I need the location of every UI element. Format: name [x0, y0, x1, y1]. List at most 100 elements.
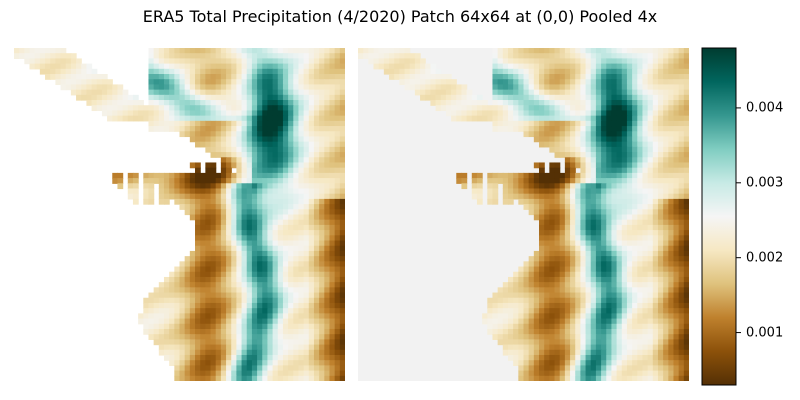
- heatmap-cell: [595, 178, 602, 184]
- heatmap-cell: [673, 360, 680, 366]
- heatmap-cell: [339, 219, 345, 226]
- heatmap-cell: [451, 115, 457, 122]
- heatmap-cell: [205, 292, 212, 299]
- heatmap-cell: [668, 89, 675, 96]
- heatmap-cell: [282, 266, 289, 273]
- heatmap-cell: [267, 344, 274, 351]
- heatmap-cell: [50, 53, 56, 59]
- heatmap-cell: [492, 323, 499, 330]
- heatmap-cell: [595, 89, 602, 96]
- heatmap-cell: [554, 100, 561, 106]
- heatmap-cell: [220, 276, 227, 283]
- heatmap-cell: [220, 292, 227, 299]
- heatmap-cell: [241, 198, 248, 205]
- heatmap-cell: [590, 245, 597, 252]
- heatmap-cell: [678, 339, 685, 346]
- heatmap-cell: [657, 84, 664, 91]
- heatmap-cell: [303, 365, 310, 372]
- heatmap-cell: [507, 178, 514, 184]
- heatmap-cell: [595, 292, 602, 299]
- heatmap-cell: [580, 297, 587, 304]
- heatmap-cell: [580, 235, 587, 242]
- heatmap-cell: [621, 292, 628, 299]
- heatmap-cell: [184, 209, 191, 216]
- heatmap-cell: [559, 131, 566, 138]
- heatmap-cell: [626, 131, 633, 138]
- heatmap-cell: [544, 193, 550, 200]
- heatmap-cell: [575, 365, 581, 372]
- heatmap-cell: [184, 271, 191, 278]
- heatmap-cell: [647, 318, 654, 325]
- heatmap-cell: [601, 172, 607, 179]
- heatmap-cell: [339, 224, 345, 231]
- heatmap-cell: [257, 219, 263, 226]
- heatmap-cell: [277, 313, 284, 320]
- heatmap-cell: [668, 188, 675, 195]
- heatmap-cell: [683, 276, 689, 283]
- heatmap-cell: [298, 349, 305, 356]
- heatmap-cell: [657, 271, 664, 278]
- heatmap-cell: [251, 94, 258, 101]
- heatmap-cell: [621, 152, 628, 158]
- heatmap-cell: [236, 58, 243, 65]
- heatmap-cell: [179, 360, 186, 366]
- heatmap-cell: [533, 172, 540, 179]
- heatmap-cell: [107, 105, 113, 112]
- heatmap-cell: [277, 276, 284, 283]
- heatmap-cell: [683, 126, 689, 132]
- heatmap-cell: [262, 271, 269, 278]
- heatmap-cell: [471, 172, 478, 179]
- heatmap-cell: [533, 136, 540, 143]
- heatmap-cell: [324, 131, 331, 138]
- heatmap-cell: [585, 48, 592, 54]
- heatmap-cell: [231, 349, 237, 356]
- heatmap-cell: [559, 224, 566, 231]
- heatmap-cell: [564, 68, 571, 75]
- heatmap-cell: [143, 323, 150, 330]
- heatmap-cell: [267, 318, 274, 325]
- heatmap-cell: [497, 178, 504, 184]
- heatmap-cell: [288, 136, 294, 143]
- heatmap-cell: [544, 349, 550, 356]
- heatmap-cell: [637, 370, 644, 377]
- heatmap-cell: [621, 193, 628, 200]
- heatmap-cell: [324, 235, 331, 242]
- heatmap-cell: [559, 245, 566, 252]
- heatmap-cell: [616, 172, 623, 179]
- heatmap-cell: [251, 198, 258, 205]
- heatmap-cell: [590, 224, 597, 231]
- heatmap-cell: [507, 105, 514, 112]
- heatmap-cell: [507, 276, 514, 283]
- heatmap-cell: [637, 276, 644, 283]
- heatmap-cell: [632, 266, 638, 273]
- heatmap-cell: [642, 136, 649, 143]
- heatmap-cell: [528, 256, 535, 262]
- heatmap-cell: [632, 282, 638, 288]
- heatmap-cell: [158, 188, 165, 195]
- heatmap-cell: [158, 74, 165, 80]
- heatmap-cell: [220, 63, 227, 70]
- heatmap-cell: [241, 266, 248, 273]
- heatmap-cell: [288, 183, 294, 190]
- heatmap-cell: [678, 100, 685, 106]
- heatmap-cell: [293, 204, 300, 210]
- heatmap-cell: [652, 313, 659, 320]
- heatmap-cell: [637, 74, 644, 80]
- heatmap-cell: [585, 167, 592, 174]
- heatmap-cell: [497, 110, 504, 117]
- heatmap-cell: [324, 68, 331, 75]
- heatmap-cell: [324, 276, 331, 283]
- heatmap-cell: [277, 240, 284, 247]
- heatmap-cell: [601, 131, 607, 138]
- heatmap-cell: [169, 105, 175, 112]
- heatmap-cell: [549, 344, 556, 351]
- heatmap-cell: [272, 256, 279, 262]
- heatmap-cell: [554, 198, 561, 205]
- heatmap-cell: [226, 266, 232, 273]
- heatmap-cell: [497, 313, 504, 320]
- heatmap-cell: [319, 349, 325, 356]
- heatmap-cell: [647, 136, 654, 143]
- heatmap-cell: [241, 53, 248, 59]
- heatmap-cell: [663, 58, 669, 65]
- heatmap-cell: [220, 349, 227, 356]
